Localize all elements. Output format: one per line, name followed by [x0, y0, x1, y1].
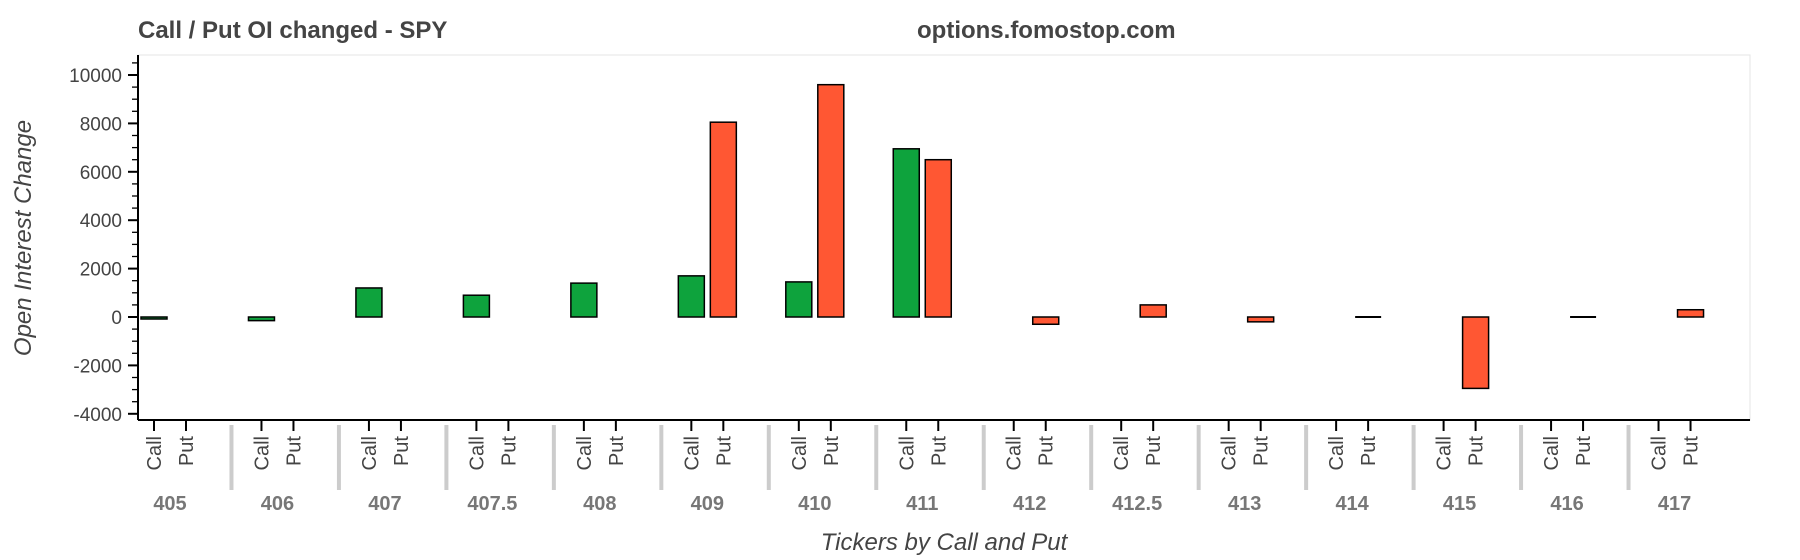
category-label: 410	[798, 493, 831, 515]
subcategory-label: Call	[574, 436, 596, 470]
subcategory-label: Call	[466, 436, 488, 470]
category-label: 406	[261, 493, 294, 515]
bar-call[interactable]	[892, 148, 921, 318]
category-label: 415	[1443, 493, 1476, 515]
subcategory-label: Put	[176, 436, 198, 466]
subcategory-label: Call	[1111, 436, 1133, 470]
subcategory-label: Put	[1358, 436, 1380, 466]
y-axis-title: Open Interest Change	[10, 120, 37, 356]
y-axis: -4000 -2000 0 2000 4000 6000 8000 10000	[69, 62, 138, 426]
subcategory-label: Put	[1251, 436, 1273, 466]
category-label: 412.5	[1112, 493, 1162, 515]
y-tick-label: 6000	[80, 163, 122, 184]
y-tick-label: -2000	[73, 356, 122, 377]
y-tick-label: 10000	[69, 66, 122, 87]
bar-put[interactable]	[709, 121, 738, 318]
subcategory-label: Call	[681, 436, 703, 470]
subcategory-label: Put	[283, 436, 305, 466]
category-label: 411	[906, 493, 938, 515]
subcategory-label: Put	[1573, 436, 1595, 466]
subcategory-label: Call	[251, 436, 273, 470]
category-label: 409	[691, 493, 724, 515]
chart-title: Call / Put OI changed - SPY	[138, 17, 447, 44]
subcategory-label: Call	[1004, 436, 1026, 470]
y-tick-label: 4000	[80, 211, 122, 232]
x-axis: 405 Call Put 406 Call Put 407 Call Put 407.5 Call P…	[144, 420, 1703, 515]
bar-call[interactable]	[140, 316, 168, 320]
bar-call[interactable]	[247, 316, 276, 322]
bars	[140, 83, 1705, 390]
subcategory-label: Put	[1466, 436, 1488, 466]
category-label: 414	[1335, 493, 1369, 515]
category-label: 407.5	[467, 493, 517, 515]
bar-call[interactable]	[570, 282, 598, 318]
bar-put[interactable]	[1246, 316, 1275, 323]
subcategory-label: Call	[144, 436, 166, 470]
subcategory-label: Put	[606, 436, 628, 466]
subcategory-label: Put	[498, 436, 520, 466]
category-label: 413	[1228, 493, 1261, 515]
source-label: options.fomostop.com	[917, 17, 1176, 44]
bar-call[interactable]	[677, 275, 706, 318]
bar-put[interactable]	[1676, 308, 1705, 318]
category-label: 412	[1013, 493, 1046, 515]
x-axis-title: Tickers by Call and Put	[821, 529, 1069, 556]
subcategory-label: Put	[391, 436, 413, 466]
subcategory-label: Call	[1434, 436, 1456, 470]
subcategory-label: Call	[789, 436, 811, 470]
subcategory-label: Put	[1681, 436, 1703, 466]
bar-put[interactable]	[817, 83, 845, 318]
category-label: 407	[368, 493, 401, 515]
category-label: 408	[583, 493, 616, 515]
category-label: 417	[1658, 493, 1691, 515]
y-tick-label: -4000	[73, 405, 122, 426]
subcategory-label: Call	[1541, 436, 1563, 470]
subcategory-label: Put	[1036, 436, 1058, 466]
subcategory-label: Call	[1326, 436, 1348, 470]
subcategory-label: Put	[928, 436, 950, 466]
subcategory-label: Put	[713, 436, 735, 466]
y-tick-label: 0	[111, 308, 122, 329]
y-tick-label: 2000	[80, 260, 122, 281]
subcategory-label: Put	[1143, 436, 1165, 466]
subcategory-label: Call	[1649, 436, 1671, 470]
bar-call[interactable]	[785, 281, 813, 318]
category-label: 405	[153, 493, 186, 515]
y-tick-label: 8000	[80, 114, 122, 135]
category-label: 416	[1550, 493, 1583, 515]
bar-call[interactable]	[462, 294, 491, 318]
subcategory-label: Put	[821, 436, 843, 466]
bar-put[interactable]	[1139, 304, 1167, 318]
bar-put[interactable]	[1461, 316, 1490, 390]
subcategory-label: Call	[1219, 436, 1241, 470]
subcategory-label: Call	[359, 436, 381, 470]
bar-put[interactable]	[924, 158, 953, 318]
bar-put[interactable]	[1031, 316, 1060, 326]
subcategory-label: Call	[896, 436, 918, 470]
bar-call[interactable]	[355, 287, 383, 318]
